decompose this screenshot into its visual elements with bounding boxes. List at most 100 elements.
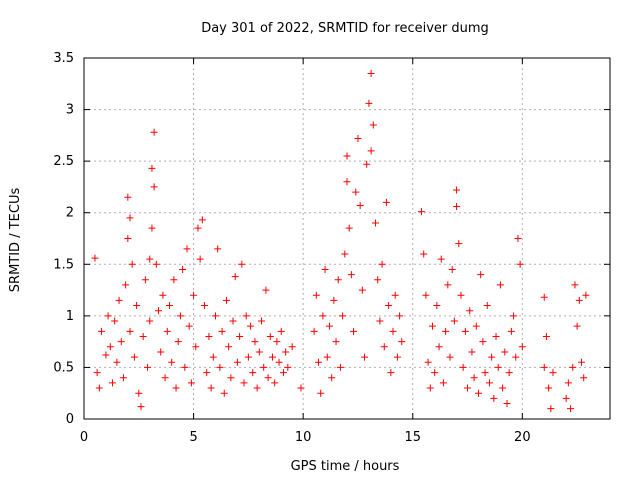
- data-point: [540, 363, 548, 371]
- data-point: [321, 265, 329, 273]
- data-point: [155, 307, 163, 315]
- data-point: [174, 338, 182, 346]
- data-point: [236, 332, 244, 340]
- data-point: [139, 332, 147, 340]
- data-point: [332, 338, 340, 346]
- data-point: [374, 276, 382, 284]
- x-tick-label: 5: [189, 430, 197, 445]
- x-tick-label: 15: [404, 430, 421, 445]
- data-point: [146, 255, 154, 263]
- data-point: [437, 255, 445, 263]
- data-point: [516, 260, 524, 268]
- data-point: [115, 296, 123, 304]
- data-point: [396, 312, 404, 320]
- data-point: [354, 134, 362, 142]
- data-point: [319, 312, 327, 320]
- x-axis-label: GPS time / hours: [291, 459, 400, 474]
- data-point: [424, 358, 432, 366]
- data-point: [472, 322, 480, 330]
- data-point: [455, 240, 463, 248]
- data-point: [341, 250, 349, 258]
- data-point: [426, 384, 434, 392]
- data-point: [282, 348, 290, 356]
- data-point: [496, 281, 504, 289]
- data-point: [336, 363, 344, 371]
- data-point: [117, 338, 125, 346]
- data-point: [146, 317, 154, 325]
- data-point: [111, 317, 119, 325]
- data-point: [435, 343, 443, 351]
- data-point: [514, 235, 522, 242]
- data-point: [315, 358, 323, 366]
- data-point: [148, 224, 156, 232]
- data-point: [207, 384, 215, 392]
- data-point: [391, 291, 399, 299]
- data-point: [540, 293, 548, 301]
- data-point: [442, 327, 450, 335]
- data-point: [137, 403, 145, 411]
- data-point: [209, 353, 217, 361]
- data-point: [159, 291, 167, 299]
- data-point: [343, 152, 351, 160]
- data-point: [490, 394, 498, 402]
- data-point: [273, 338, 281, 346]
- data-point: [393, 353, 401, 361]
- data-point: [418, 208, 426, 216]
- data-point: [108, 379, 116, 387]
- data-point: [580, 374, 588, 382]
- data-point: [157, 348, 165, 356]
- data-point: [264, 374, 272, 382]
- y-tick-label: 2.5: [53, 154, 74, 169]
- data-point: [260, 363, 268, 371]
- data-point: [339, 312, 347, 320]
- data-point: [507, 327, 515, 335]
- data-point: [255, 348, 263, 356]
- data-point: [466, 307, 474, 315]
- data-point: [431, 369, 439, 377]
- data-point: [113, 358, 121, 366]
- data-point: [398, 338, 406, 346]
- data-point: [214, 245, 222, 253]
- data-point: [279, 369, 287, 377]
- data-point: [163, 327, 171, 335]
- data-point: [439, 379, 447, 387]
- data-point: [128, 260, 136, 268]
- data-point: [518, 343, 526, 351]
- data-point: [201, 302, 209, 310]
- data-point: [494, 363, 502, 371]
- data-point: [179, 265, 187, 273]
- data-point: [181, 363, 189, 371]
- data-point: [271, 379, 279, 387]
- data-point: [102, 351, 110, 359]
- data-point: [183, 245, 191, 253]
- data-point: [238, 260, 246, 268]
- data-point: [251, 338, 259, 346]
- ticks-layer: 0 0.5 1 1.5 2 2.5 3 3.5 0 5 10 15 20: [53, 51, 610, 445]
- data-point: [262, 286, 270, 294]
- data-point: [578, 358, 586, 366]
- data-point: [464, 384, 472, 392]
- data-point: [448, 265, 456, 273]
- data-point: [512, 353, 520, 361]
- data-point: [446, 353, 454, 361]
- data-point: [569, 363, 577, 371]
- data-point: [380, 343, 388, 351]
- data-point: [312, 291, 320, 299]
- data-point: [475, 389, 482, 397]
- data-point: [165, 302, 173, 310]
- data-point: [222, 296, 230, 304]
- data-point: [347, 271, 355, 279]
- data-point: [91, 254, 99, 262]
- data-point: [481, 369, 489, 377]
- data-point: [124, 235, 132, 242]
- x-tick-label: 10: [295, 430, 312, 445]
- data-point: [468, 348, 476, 356]
- data-point: [459, 363, 467, 371]
- data-point: [218, 327, 226, 335]
- y-tick-label: 0.5: [53, 360, 74, 375]
- data-point: [567, 405, 575, 413]
- data-point: [542, 332, 550, 340]
- data-point: [479, 338, 487, 346]
- data-point: [150, 183, 158, 191]
